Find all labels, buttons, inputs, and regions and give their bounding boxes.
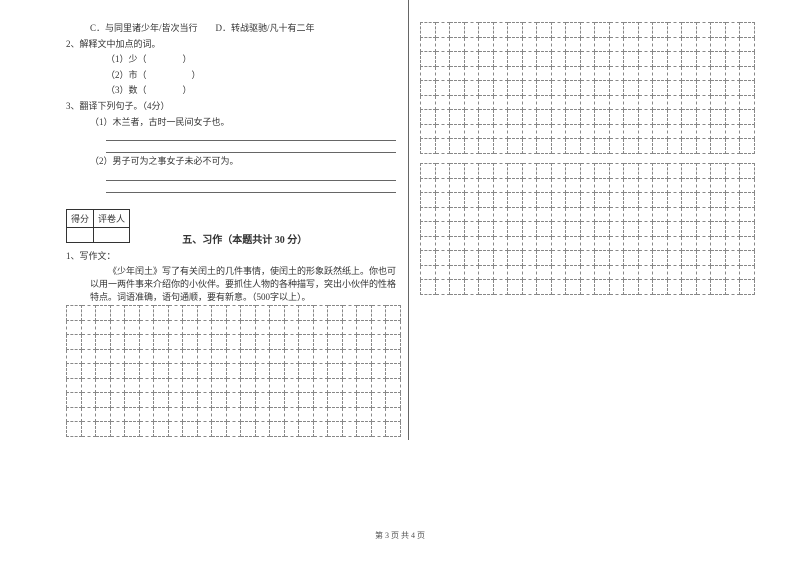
score-row: 得分 评卷人 五、习作（本题共计 30 分）: [66, 195, 404, 246]
writing-grid-mid-right[interactable]: [420, 163, 755, 295]
q3a: （1）木兰者，古时一民间女子也。: [66, 116, 404, 129]
answer-line[interactable]: [106, 131, 396, 141]
score-header: 得分: [67, 209, 94, 227]
left-column: C．与同里诸少年/皆次当行 D．转战驱驰/凡十有二年 2、解释文中加点的词。 （…: [66, 22, 404, 304]
score-table: 得分 评卷人: [66, 209, 130, 243]
writing-grid-bottom-left[interactable]: [66, 305, 401, 437]
answer-line[interactable]: [106, 183, 396, 193]
q2a: （1）少（ ）: [66, 53, 404, 66]
writing-grid-top-right[interactable]: [420, 22, 755, 154]
essay-q1: 1、写作文：: [66, 250, 404, 263]
q3b: （2）男子可为之事女子未必不可为。: [66, 155, 404, 168]
answer-line[interactable]: [106, 171, 396, 181]
option-cd: C．与同里诸少年/皆次当行 D．转战驱驰/凡十有二年: [66, 22, 404, 35]
page-footer: 第 3 页 共 4 页: [0, 530, 800, 541]
answer-line[interactable]: [106, 143, 396, 153]
grader-cell[interactable]: [94, 227, 130, 242]
q3: 3、翻译下列句子。（4分）: [66, 100, 404, 113]
column-divider: [408, 0, 409, 440]
q2b: （2）市（ ）: [66, 69, 404, 82]
essay-prompt: 《少年闰土》写了有关闰土的几件事情，使闰土的形象跃然纸上。你也可以用一两件事来介…: [66, 265, 404, 304]
section5-title: 五、习作（本题共计 30 分）: [182, 231, 307, 246]
grader-header: 评卷人: [94, 209, 130, 227]
q2c: （3）数（ ）: [66, 84, 404, 97]
q2: 2、解释文中加点的词。: [66, 38, 404, 51]
score-cell[interactable]: [67, 227, 94, 242]
